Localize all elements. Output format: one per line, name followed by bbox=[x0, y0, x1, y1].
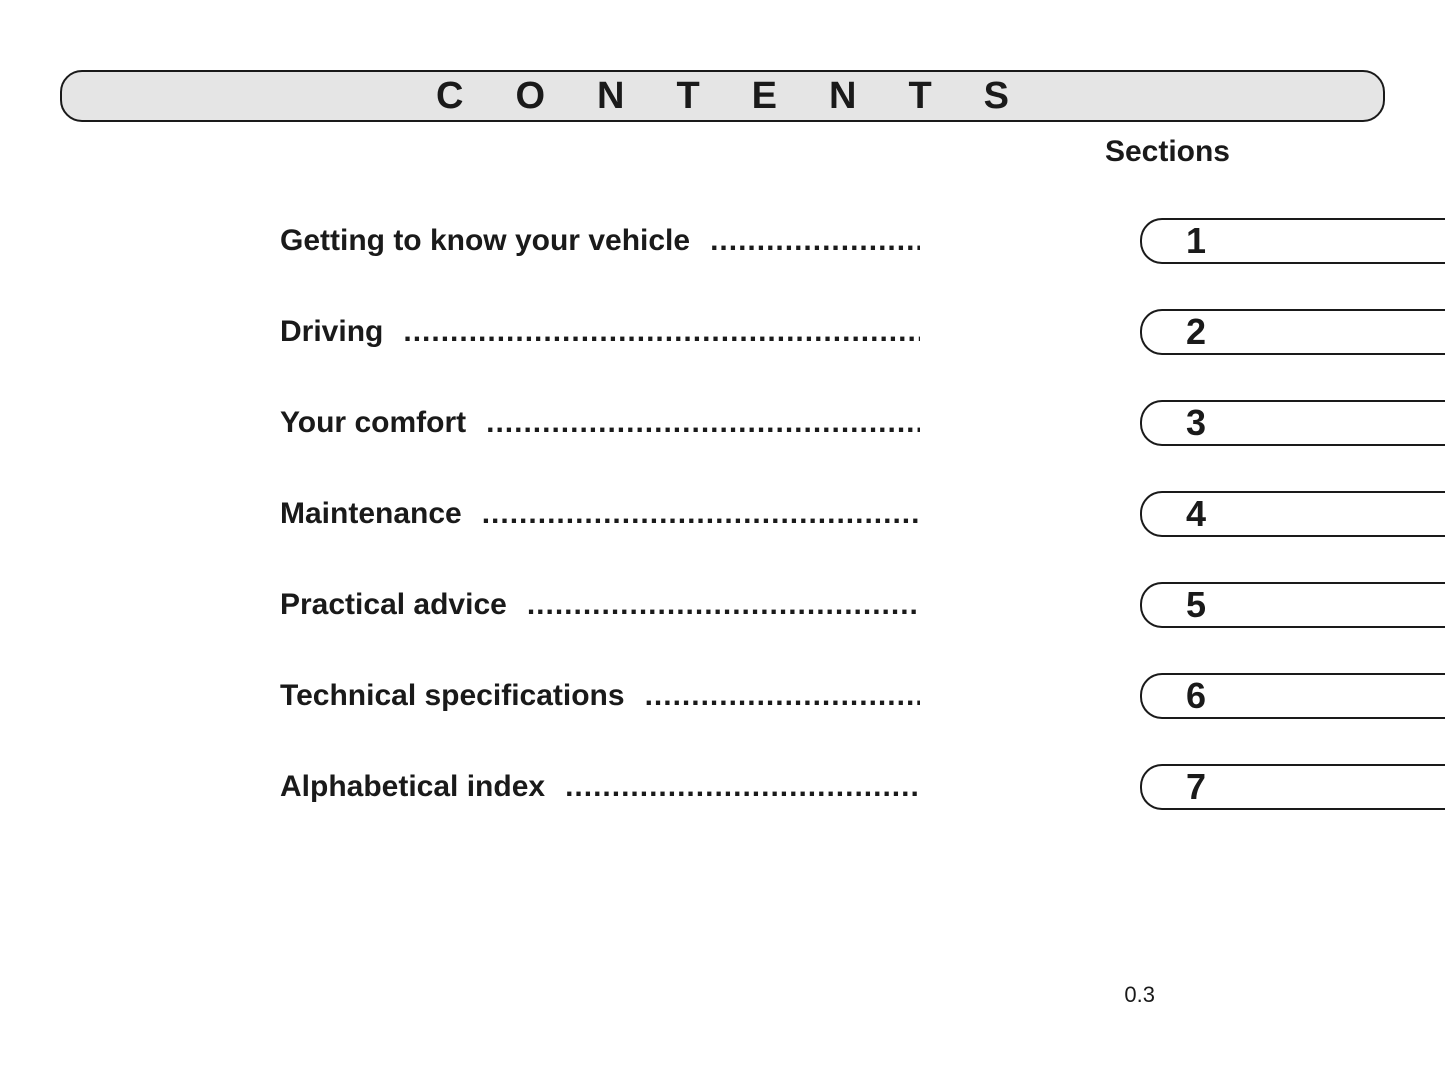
toc-row: Practical advice .......................… bbox=[280, 559, 1445, 650]
section-tab: 2 bbox=[1140, 309, 1445, 355]
section-number: 1 bbox=[1186, 220, 1206, 262]
toc-entry: Technical specifications ...............… bbox=[280, 679, 920, 713]
section-tab: 1 bbox=[1140, 218, 1445, 264]
toc-leader-dots: ........................................… bbox=[645, 679, 920, 713]
toc-row: Alphabetical index .....................… bbox=[280, 741, 1445, 832]
toc-leader-dots: ........................................… bbox=[482, 497, 920, 531]
section-number: 6 bbox=[1186, 675, 1206, 717]
sections-heading: Sections bbox=[1105, 135, 1230, 169]
toc-label: Maintenance bbox=[280, 497, 482, 531]
section-number: 4 bbox=[1186, 493, 1206, 535]
toc-label: Practical advice bbox=[280, 588, 527, 622]
toc-label: Driving bbox=[280, 315, 403, 349]
toc-label: Your comfort bbox=[280, 406, 486, 440]
page-number: 0.3 bbox=[1124, 982, 1155, 1008]
toc-leader-dots: ........................................… bbox=[486, 406, 920, 440]
section-number: 3 bbox=[1186, 402, 1206, 444]
section-number: 7 bbox=[1186, 766, 1206, 808]
section-number: 5 bbox=[1186, 584, 1206, 626]
toc-entry: Maintenance ............................… bbox=[280, 497, 920, 531]
toc-row: Your comfort ...........................… bbox=[280, 377, 1445, 468]
page-title: CONTENTS bbox=[384, 75, 1061, 118]
toc-leader-dots: ........................................… bbox=[710, 224, 920, 258]
toc-row: Technical specifications ...............… bbox=[280, 650, 1445, 741]
toc-entry: Your comfort ...........................… bbox=[280, 406, 920, 440]
contents-page: CONTENTS Sections Getting to know your v… bbox=[0, 0, 1445, 1070]
toc-row: Driving ................................… bbox=[280, 286, 1445, 377]
section-tab: 7 bbox=[1140, 764, 1445, 810]
toc-label: Technical specifications bbox=[280, 679, 645, 713]
toc-entry: Driving ................................… bbox=[280, 315, 920, 349]
section-tab: 5 bbox=[1140, 582, 1445, 628]
section-tab: 3 bbox=[1140, 400, 1445, 446]
toc-list: Getting to know your vehicle ...........… bbox=[280, 195, 1445, 832]
toc-label: Alphabetical index bbox=[280, 770, 565, 804]
title-bar: CONTENTS bbox=[60, 70, 1385, 122]
toc-entry: Getting to know your vehicle ...........… bbox=[280, 224, 920, 258]
section-number: 2 bbox=[1186, 311, 1206, 353]
toc-entry: Practical advice .......................… bbox=[280, 588, 920, 622]
toc-leader-dots: ........................................… bbox=[527, 588, 920, 622]
toc-leader-dots: ........................................… bbox=[565, 770, 920, 804]
section-tab: 6 bbox=[1140, 673, 1445, 719]
toc-entry: Alphabetical index .....................… bbox=[280, 770, 920, 804]
toc-row: Getting to know your vehicle ...........… bbox=[280, 195, 1445, 286]
section-tab: 4 bbox=[1140, 491, 1445, 537]
toc-label: Getting to know your vehicle bbox=[280, 224, 710, 258]
toc-leader-dots: ........................................… bbox=[403, 315, 920, 349]
toc-row: Maintenance ............................… bbox=[280, 468, 1445, 559]
